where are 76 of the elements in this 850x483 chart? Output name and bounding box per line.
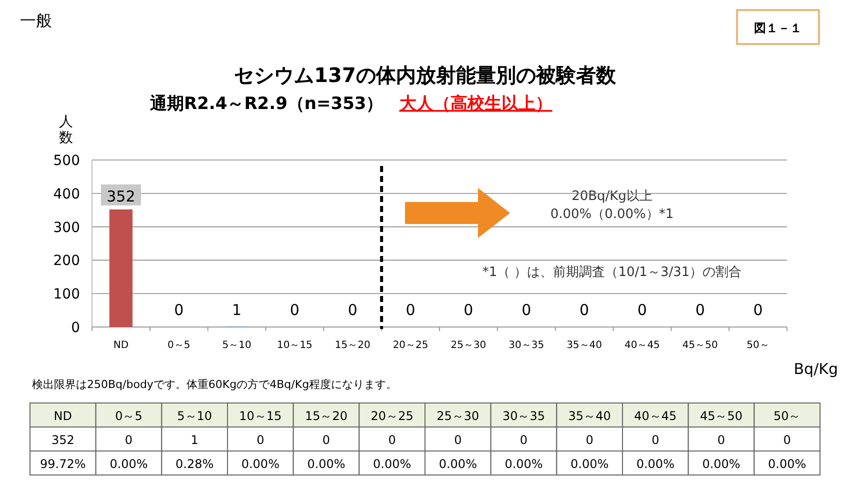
category-label: 15～20 [304, 409, 348, 423]
category-label: 45～50 [700, 409, 743, 423]
x-tick-label: 20～25 [392, 340, 428, 351]
x-axis-title: Bq/Kg [794, 360, 838, 378]
x-tick-label: 35～40 [566, 340, 602, 351]
annotation: *1（ ）は、前期調査（10/1～3/31）の割合 [482, 265, 742, 280]
annotation: 0.00%（0.00%）*1 [550, 207, 674, 222]
y-axis-title: 人数 [59, 114, 73, 146]
text: 0.00% [241, 457, 280, 471]
category-label: ND [54, 409, 72, 423]
x-tick-label: 50～ [746, 340, 770, 351]
text: 検出限界は250Bq/bodyです。体重60Kgの方で4Bq/Kg程度になります。 [32, 378, 398, 391]
data-label: 0 [406, 301, 416, 319]
data-label: 0 [695, 301, 705, 319]
text: 0 [520, 433, 528, 447]
text: 0.00% [702, 457, 740, 471]
text: 0 [256, 433, 264, 447]
data-label: 352 [106, 187, 136, 206]
text: 0 [454, 433, 462, 447]
data-label: 0 [348, 301, 358, 319]
text: 0.00% [373, 457, 412, 471]
x-tick-label: 45～50 [682, 340, 718, 351]
y-tick-label: 100 [53, 286, 80, 303]
text: 一般 [20, 11, 52, 30]
category-label: 30～35 [502, 409, 546, 423]
text: 0.00% [504, 457, 543, 471]
x-tick-label: ND [113, 340, 129, 351]
category-label: 25～30 [436, 409, 480, 423]
x-tick-label: 15～20 [334, 340, 370, 351]
text: 0 [388, 433, 396, 447]
text: 0 [124, 433, 133, 447]
x-tick-label: 25～30 [450, 340, 486, 351]
data-label: 0 [174, 301, 184, 319]
text: 0.00% [636, 457, 674, 471]
text: 352 [51, 433, 74, 447]
text: 0 [783, 433, 791, 447]
text: 0 [652, 433, 660, 447]
data-label: 0 [464, 301, 474, 319]
chart-title: セシウム137の体内放射能量別の被験者数 [234, 63, 617, 87]
category-label: 50～ [773, 409, 801, 423]
text: 99.72% [40, 457, 86, 471]
data-label: 0 [637, 301, 647, 319]
y-tick-label: 0 [71, 320, 80, 336]
x-tick-label: 40～45 [624, 340, 660, 351]
y-tick-label: 500 [53, 153, 80, 169]
data-label: 0 [580, 301, 590, 319]
text: 20～25 [370, 409, 414, 423]
x-tick-label: 30～35 [508, 340, 544, 351]
data-label: 1 [232, 301, 242, 319]
text: 0.00% [570, 457, 609, 471]
category-label: 10～15 [239, 409, 282, 423]
x-tick-label: 5～10 [222, 340, 252, 351]
data-label: 0 [522, 301, 532, 319]
text: 0.00% [768, 457, 806, 471]
category-label: 35～40 [568, 409, 611, 423]
text: 0 [717, 433, 726, 447]
x-tick-label: 10～15 [276, 340, 312, 351]
text: 0.00% [438, 457, 477, 471]
caption: 図１－１ [754, 21, 802, 35]
text: 0.00% [110, 457, 148, 471]
data-label: 0 [753, 301, 763, 319]
category-label: 40～45 [634, 409, 677, 423]
y-tick-label: 300 [53, 220, 80, 236]
chart-subtitle: 通期R2.4～R2.9（n=353） [149, 94, 384, 114]
text: 大人（高校生以上） [399, 94, 552, 114]
text: 1 [190, 433, 198, 447]
text: 0 [586, 433, 594, 447]
text: 0.00% [307, 457, 346, 471]
y-tick-label: 400 [53, 186, 80, 202]
category-label: 5～10 [177, 409, 212, 423]
text: 0.28% [176, 457, 214, 471]
y-tick-label: 200 [53, 253, 80, 270]
x-tick-label: 0～5 [168, 340, 190, 351]
text: 0 [322, 433, 330, 447]
category-label: 0～5 [115, 409, 142, 423]
data-label: 0 [290, 301, 300, 319]
